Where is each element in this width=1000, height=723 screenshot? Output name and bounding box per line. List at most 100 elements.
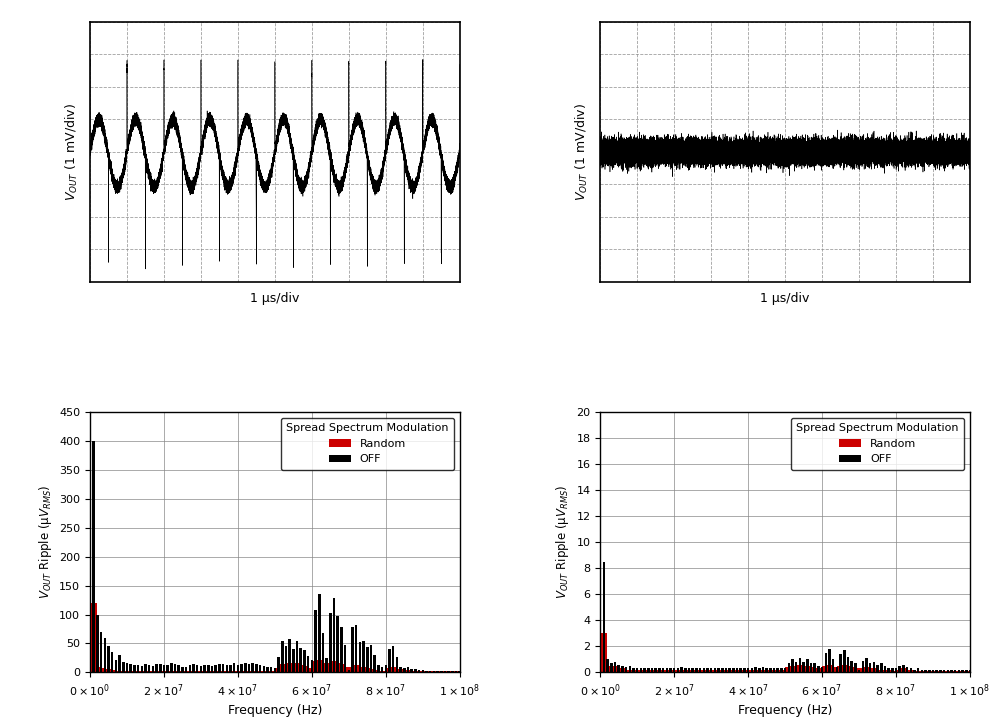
Bar: [906, 667, 908, 672]
Bar: [725, 669, 727, 672]
Bar: [392, 646, 394, 672]
Bar: [841, 664, 848, 672]
Bar: [882, 669, 888, 672]
Bar: [211, 666, 213, 672]
Bar: [734, 669, 741, 672]
Bar: [969, 669, 971, 672]
Bar: [92, 441, 95, 672]
Bar: [617, 664, 620, 672]
Bar: [152, 666, 154, 672]
Bar: [104, 638, 106, 672]
Bar: [138, 671, 145, 672]
Bar: [216, 671, 223, 672]
Bar: [366, 647, 369, 672]
Bar: [168, 671, 175, 672]
Bar: [336, 616, 339, 672]
Bar: [800, 667, 807, 672]
Bar: [703, 669, 705, 672]
Bar: [131, 671, 138, 672]
Bar: [778, 669, 785, 672]
Bar: [963, 671, 970, 672]
Bar: [758, 669, 761, 672]
Bar: [789, 666, 796, 672]
Bar: [345, 671, 352, 672]
Bar: [207, 665, 210, 672]
Bar: [386, 668, 393, 672]
Bar: [904, 669, 911, 672]
Bar: [771, 669, 777, 672]
Bar: [669, 669, 672, 672]
Bar: [379, 671, 386, 672]
Bar: [353, 665, 360, 672]
Bar: [804, 666, 811, 672]
Bar: [967, 671, 973, 672]
Bar: [623, 669, 630, 672]
Bar: [370, 645, 372, 672]
Bar: [752, 669, 759, 672]
Bar: [730, 669, 737, 672]
Bar: [756, 669, 763, 672]
Bar: [955, 671, 962, 672]
Bar: [246, 671, 252, 672]
Bar: [419, 671, 426, 672]
Bar: [425, 671, 428, 672]
Bar: [137, 665, 139, 672]
Bar: [910, 669, 912, 672]
Bar: [767, 669, 774, 672]
Bar: [226, 665, 228, 672]
Bar: [264, 671, 271, 672]
Bar: [356, 667, 363, 672]
Bar: [260, 671, 267, 672]
Bar: [911, 671, 918, 672]
Bar: [364, 668, 371, 672]
Bar: [174, 664, 176, 672]
Bar: [418, 670, 420, 672]
Bar: [251, 663, 254, 672]
Bar: [445, 671, 452, 672]
Bar: [422, 670, 424, 672]
Bar: [878, 669, 885, 672]
Bar: [283, 665, 289, 672]
Bar: [845, 666, 851, 672]
Bar: [146, 671, 153, 672]
Bar: [401, 671, 408, 672]
Bar: [736, 669, 738, 672]
Bar: [959, 671, 966, 672]
Bar: [338, 664, 345, 672]
Bar: [148, 665, 150, 672]
Bar: [898, 666, 901, 672]
Bar: [299, 648, 302, 672]
Bar: [292, 649, 295, 672]
Bar: [155, 664, 158, 672]
Bar: [275, 668, 282, 672]
Bar: [663, 669, 670, 672]
Bar: [654, 669, 657, 672]
Bar: [677, 669, 679, 672]
Bar: [355, 625, 357, 672]
Bar: [825, 653, 827, 672]
Bar: [333, 599, 335, 672]
Bar: [848, 667, 855, 672]
Bar: [817, 666, 820, 672]
Bar: [433, 671, 435, 672]
Bar: [290, 666, 297, 672]
Y-axis label: $V_{OUT}$ (1 mV/div): $V_{OUT}$ (1 mV/div): [574, 103, 590, 201]
Bar: [884, 666, 886, 672]
Bar: [240, 664, 243, 672]
Y-axis label: $V_{OUT}$ (1 mV/div): $V_{OUT}$ (1 mV/div): [63, 103, 80, 201]
Bar: [429, 671, 431, 672]
Bar: [294, 663, 301, 672]
Bar: [847, 656, 849, 672]
Bar: [157, 671, 164, 672]
Bar: [160, 671, 167, 672]
Bar: [255, 664, 258, 672]
Bar: [637, 669, 644, 672]
Bar: [965, 669, 968, 672]
Bar: [700, 669, 707, 672]
Bar: [116, 671, 123, 672]
Bar: [634, 669, 641, 672]
Bar: [629, 666, 631, 672]
Bar: [926, 671, 933, 672]
Bar: [947, 669, 949, 672]
Bar: [220, 671, 227, 672]
